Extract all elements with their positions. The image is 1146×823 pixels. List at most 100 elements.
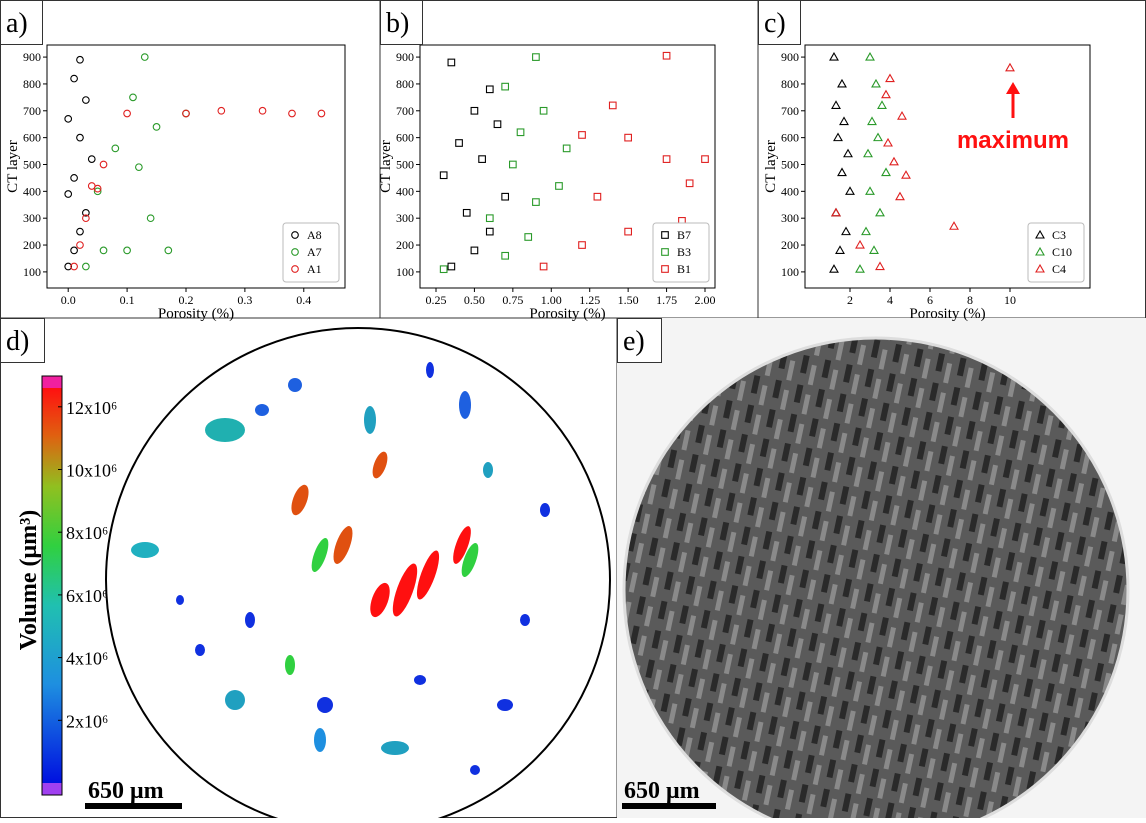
point [70, 74, 78, 83]
panel-label-box [0, 318, 45, 363]
point [662, 155, 671, 163]
point [532, 198, 540, 206]
colorbar-tick-label: 12x10⁶ [66, 398, 117, 418]
scale-bar-label: 650 μm [88, 778, 164, 804]
y-tick-label: 900 [781, 50, 799, 64]
point [164, 246, 173, 255]
panel-label-box [0, 0, 43, 45]
panel-label-box [758, 0, 801, 45]
legend-label: B7 [677, 228, 691, 242]
point [1035, 263, 1045, 273]
point [516, 128, 525, 137]
point [895, 191, 905, 201]
x-tick-label: 2 [847, 293, 853, 307]
colorbar-tick-label: 2x10⁶ [66, 711, 108, 731]
x-tick-label: 0.2 [178, 293, 193, 307]
point [501, 192, 510, 201]
point [485, 214, 494, 223]
legend-label: C10 [1052, 245, 1072, 259]
point [64, 262, 73, 271]
point [291, 265, 299, 273]
point [82, 208, 90, 217]
legend-label: A8 [307, 228, 322, 242]
x-tick-label: 0.50 [464, 293, 485, 307]
panel-label-box [617, 318, 662, 363]
point [462, 208, 471, 217]
point [447, 58, 456, 67]
y-tick-label: 200 [396, 238, 414, 252]
x-tick-label: 0.25 [425, 293, 446, 307]
point [291, 248, 299, 256]
point [64, 114, 73, 123]
point [835, 245, 845, 254]
x-tick-label: 1.50 [618, 293, 639, 307]
colorbar-over [42, 376, 62, 388]
point [1005, 62, 1015, 72]
point [478, 155, 486, 163]
point [863, 148, 873, 158]
x-axis-label: Porosity (%) [529, 306, 605, 322]
colorbar-label: Volume (μm³) [16, 510, 42, 651]
point [661, 248, 669, 256]
point [129, 93, 137, 102]
y-axis-label: CT layer [378, 140, 394, 193]
x-tick-label: 4 [887, 293, 893, 307]
point [99, 160, 108, 169]
point [501, 82, 510, 91]
colorbar-tick-label: 4x10⁶ [66, 649, 108, 669]
point [123, 246, 131, 255]
y-tick-label: 600 [781, 131, 799, 145]
y-axis-label: CT layer [763, 140, 779, 193]
x-tick-label: 10 [1004, 293, 1016, 307]
y-axis-label: CT layer [5, 140, 21, 193]
point [182, 109, 190, 118]
y-tick-label: 400 [396, 184, 414, 198]
y-tick-label: 900 [23, 50, 41, 64]
point [877, 100, 887, 109]
point [875, 207, 885, 217]
point [99, 246, 108, 255]
point [439, 265, 448, 274]
point [845, 186, 855, 195]
point [562, 144, 571, 153]
point [855, 264, 865, 273]
annotation: maximum [957, 127, 1069, 154]
y-tick-label: 400 [23, 184, 41, 198]
point [624, 227, 632, 236]
panel-label: b) [386, 8, 409, 39]
point [64, 190, 73, 198]
point [509, 160, 517, 169]
point [70, 246, 78, 255]
series-group [829, 51, 1015, 273]
y-tick-label: 500 [23, 157, 41, 171]
legend-label: C4 [1052, 262, 1066, 276]
point [140, 53, 149, 61]
x-tick-label: 1.00 [541, 293, 562, 307]
y-tick-label: 100 [781, 265, 799, 279]
colorbar-under [42, 783, 62, 795]
point [865, 51, 875, 61]
point [485, 227, 494, 236]
point [608, 101, 617, 110]
point [439, 171, 448, 180]
point [875, 261, 885, 271]
series-group [64, 53, 326, 271]
y-tick-label: 800 [781, 77, 799, 91]
point [889, 156, 899, 166]
point [455, 139, 463, 147]
legend-label: A7 [307, 245, 322, 259]
point [524, 233, 533, 241]
y-tick-label: 700 [23, 104, 41, 118]
point [501, 251, 510, 260]
point [949, 221, 959, 230]
plot-frame [804, 44, 1091, 289]
x-tick-label: 2.00 [695, 293, 716, 307]
point [70, 174, 78, 182]
x-tick-label: 0.3 [237, 293, 252, 307]
point [897, 111, 907, 120]
point [881, 89, 891, 99]
point [82, 96, 90, 104]
point [87, 155, 96, 163]
point [539, 262, 548, 271]
